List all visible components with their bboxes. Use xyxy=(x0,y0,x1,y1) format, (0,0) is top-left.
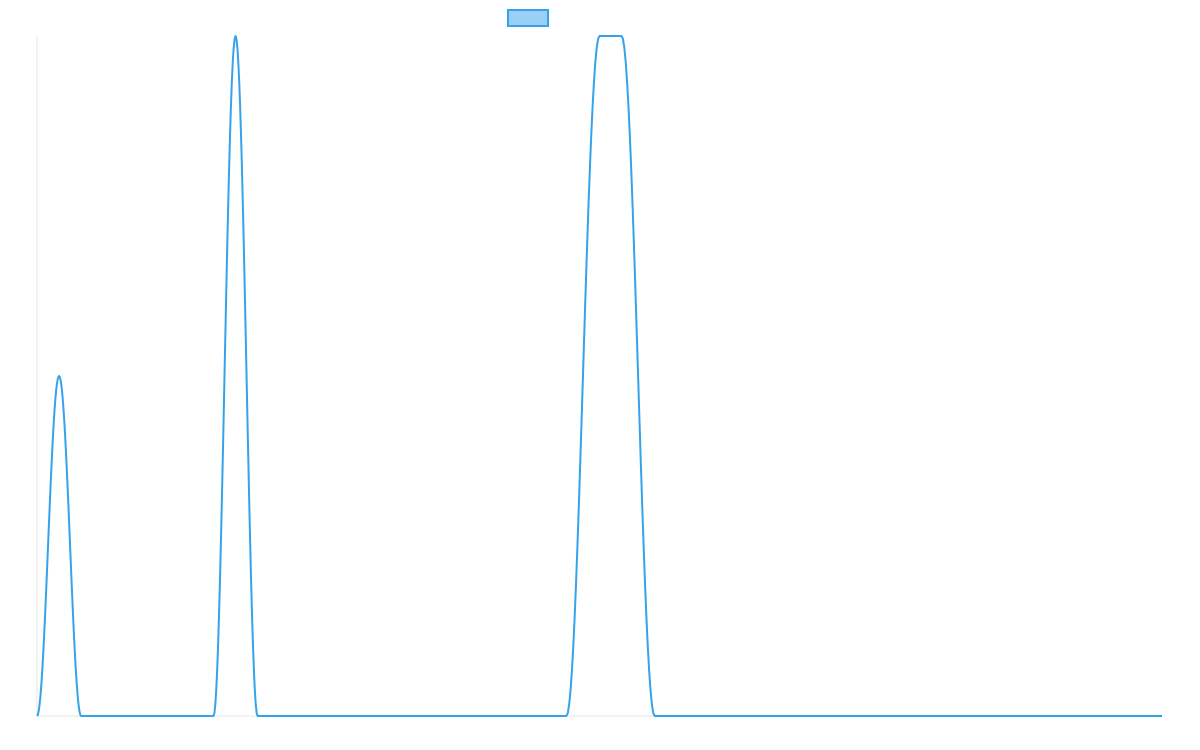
data-point[interactable] xyxy=(34,713,40,719)
legend[interactable] xyxy=(507,9,549,27)
data-point[interactable] xyxy=(1159,713,1165,719)
data-point[interactable] xyxy=(255,713,261,719)
data-point[interactable] xyxy=(597,33,603,39)
data-point[interactable] xyxy=(210,713,216,719)
legend-swatch[interactable] xyxy=(507,9,549,27)
data-point[interactable] xyxy=(56,373,62,379)
series-group xyxy=(34,33,1165,719)
data-point[interactable] xyxy=(78,713,84,719)
data-point[interactable] xyxy=(619,33,625,39)
data-point[interactable] xyxy=(563,713,569,719)
data-point[interactable] xyxy=(233,33,239,39)
series-line-0[interactable] xyxy=(36,35,1162,717)
data-point[interactable] xyxy=(652,713,658,719)
